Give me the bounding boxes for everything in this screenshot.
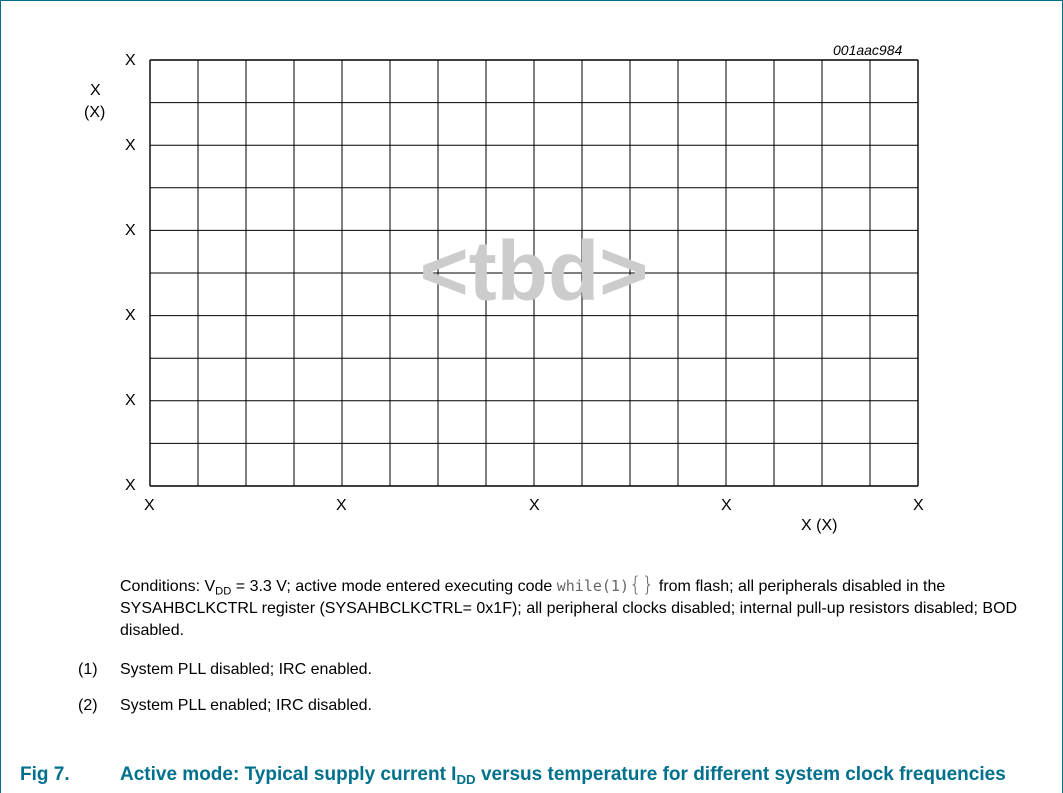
conditions-prefix: Conditions: V xyxy=(120,578,216,595)
x-axis-label: X (X) xyxy=(801,517,838,534)
conditions-text: Conditions: VDD = 3.3 V; active mode ent… xyxy=(120,573,1040,642)
x-tick-label: X xyxy=(336,497,347,514)
y-tick-label: X xyxy=(125,52,136,69)
x-tick-label: X xyxy=(913,497,924,514)
figure-title-subscript: DD xyxy=(456,771,476,787)
x-tick-label: X xyxy=(144,497,155,514)
y-tick-label: X xyxy=(125,307,136,324)
note-number: (2) xyxy=(78,697,98,714)
y-tick-label: X xyxy=(125,222,136,239)
figure-title-pre: Active mode: Typical supply current I xyxy=(120,764,457,785)
y-tick-label: X xyxy=(125,137,136,154)
note-text: System PLL enabled; IRC disabled. xyxy=(120,697,372,714)
figure-title: Active mode: Typical supply current IDD … xyxy=(120,763,1040,787)
y-axis-unit: (X) xyxy=(84,104,106,121)
y-axis-label: X xyxy=(90,82,101,99)
conditions-vdd-subscript: DD xyxy=(215,585,232,598)
conditions-code: while(1) xyxy=(556,577,629,595)
figure-number: Fig 7. xyxy=(20,764,70,785)
x-tick-label: X xyxy=(721,497,732,514)
x-tick-label: X xyxy=(529,497,540,514)
figure-title-post: versus temperature for different system … xyxy=(475,764,1006,785)
note-number: (1) xyxy=(78,661,98,678)
y-tick-label: X xyxy=(125,392,136,409)
figure-id: 001aac984 xyxy=(833,42,903,58)
conditions-rest: from flash; all peripherals disabled in … xyxy=(120,578,1018,639)
note-text: System PLL disabled; IRC enabled. xyxy=(120,661,372,678)
conditions-vdd-value: = 3.3 V; active mode entered executing c… xyxy=(231,578,557,595)
tbd-placeholder: <tbd> xyxy=(420,224,649,318)
conditions-code-braces: {} xyxy=(628,572,655,596)
chart-grid xyxy=(149,59,919,487)
y-tick-label: X xyxy=(125,477,136,494)
